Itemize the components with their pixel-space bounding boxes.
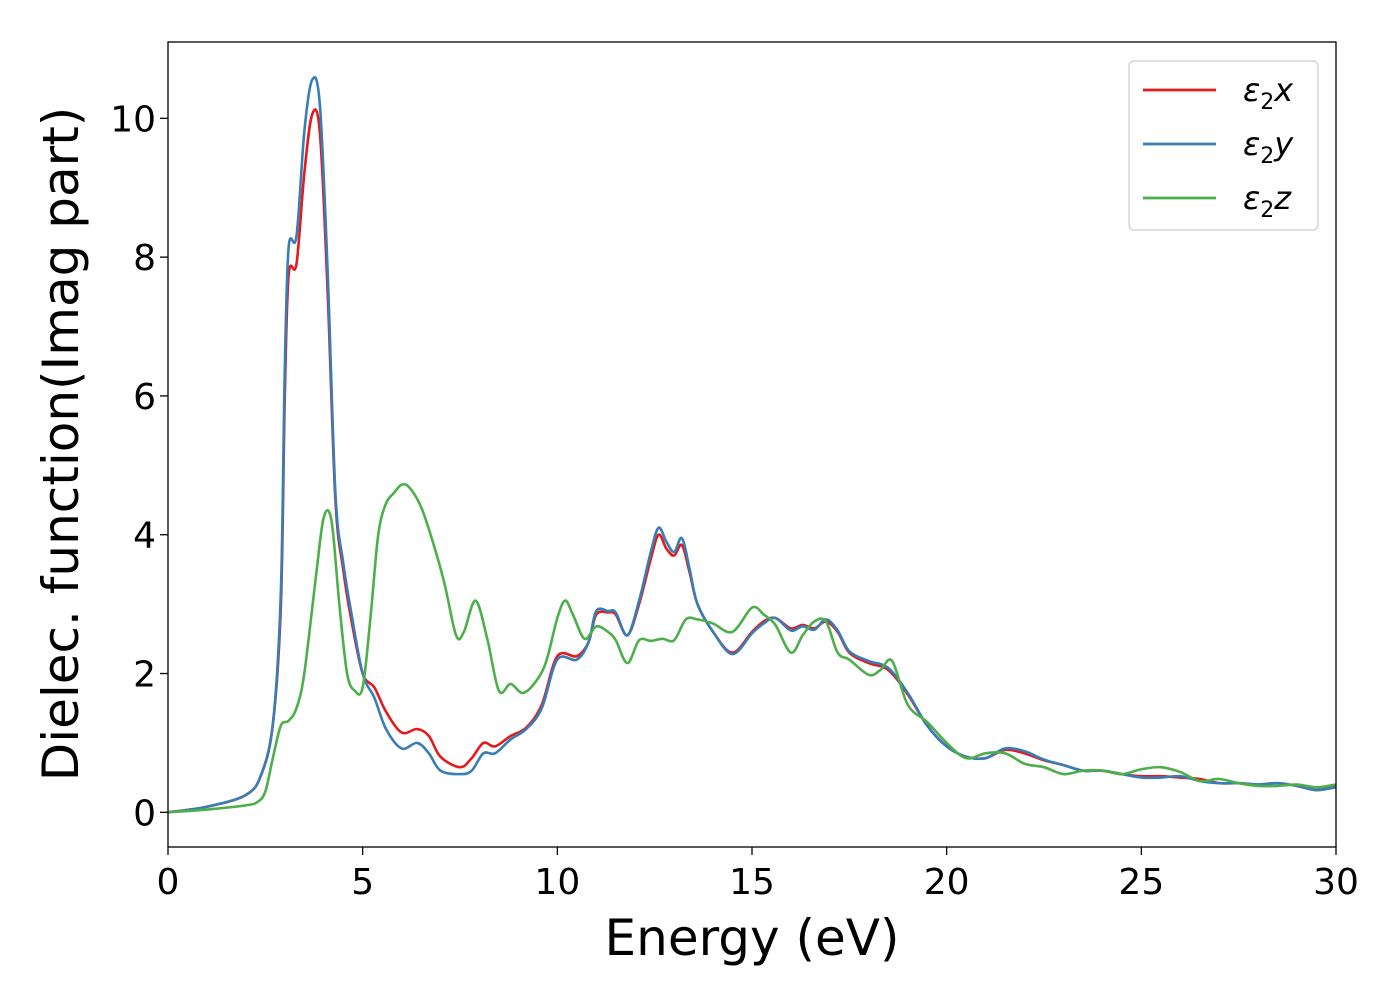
x-tick-label: 25 bbox=[1118, 862, 1164, 903]
x-axis-label: Energy (eV) bbox=[605, 909, 900, 967]
series-line-y bbox=[168, 76, 1336, 814]
legend-label-y: ε2y bbox=[1243, 125, 1294, 169]
x-tick-label: 10 bbox=[534, 862, 580, 903]
y-axis-ticks: 0 2 4 6 8 10 bbox=[110, 99, 168, 834]
x-tick-label: 30 bbox=[1313, 862, 1359, 903]
y-tick-label: 6 bbox=[133, 377, 156, 418]
series-line-z bbox=[168, 482, 1336, 814]
legend-label-x: ε2x bbox=[1243, 71, 1294, 115]
x-tick-label: 20 bbox=[924, 862, 970, 903]
y-tick-label: 8 bbox=[133, 238, 156, 279]
y-axis-label: Dielec. function(Imag part) bbox=[32, 107, 90, 782]
y-tick-label: 2 bbox=[133, 655, 156, 696]
legend: ε2x ε2y ε2z bbox=[1128, 60, 1319, 231]
legend-box bbox=[1128, 60, 1319, 231]
y-tick-label: 4 bbox=[133, 516, 156, 557]
x-tick-label: 5 bbox=[351, 862, 374, 903]
y-tick-label: 0 bbox=[133, 793, 156, 834]
legend-items: ε2x ε2y ε2z bbox=[1143, 71, 1294, 223]
x-tick-label: 15 bbox=[729, 862, 775, 903]
x-tick-label: 0 bbox=[157, 862, 180, 903]
series-layer bbox=[168, 76, 1336, 814]
legend-label-z: ε2z bbox=[1243, 179, 1292, 223]
x-axis-ticks: 0 5 10 15 20 25 30 bbox=[157, 847, 1359, 903]
y-tick-label: 10 bbox=[110, 99, 156, 140]
